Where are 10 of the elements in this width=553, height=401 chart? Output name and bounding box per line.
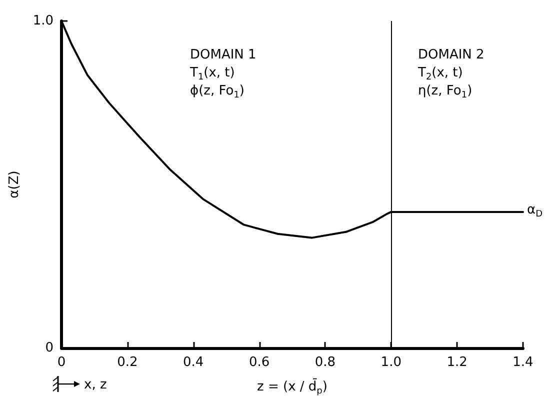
x-tick-label: 0.8	[314, 355, 336, 370]
x-tick-label: 1.4	[512, 355, 534, 370]
x-tick-label: 0	[57, 355, 66, 370]
x-tick-label: 1.0	[380, 355, 402, 370]
x-tick-label: 0.2	[117, 355, 138, 370]
x-tick-label: 0.4	[183, 355, 204, 370]
x-tick-label: 1.2	[446, 355, 468, 370]
x-tick-label: 0.6	[248, 355, 270, 370]
text: x, z	[84, 378, 107, 392]
y-axis-title: α(Z)	[7, 170, 22, 198]
